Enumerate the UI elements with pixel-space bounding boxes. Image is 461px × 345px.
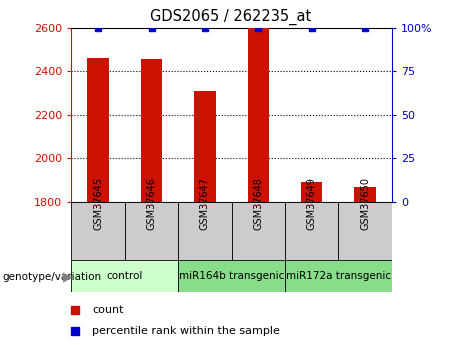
Text: ▶: ▶ <box>64 270 73 283</box>
Text: GSM37649: GSM37649 <box>307 177 317 230</box>
Bar <box>248 28 269 202</box>
Bar <box>88 58 109 202</box>
Text: miR164b transgenic: miR164b transgenic <box>179 271 284 281</box>
Bar <box>71 202 125 260</box>
Bar <box>71 260 178 292</box>
Bar <box>285 260 392 292</box>
Text: count: count <box>92 305 124 315</box>
Bar <box>301 182 322 202</box>
Bar <box>141 59 162 202</box>
Text: GDS2065 / 262235_at: GDS2065 / 262235_at <box>150 9 311 25</box>
Text: miR172a transgenic: miR172a transgenic <box>286 271 391 281</box>
Bar <box>125 202 178 260</box>
Bar <box>231 202 285 260</box>
Bar <box>285 202 338 260</box>
Text: genotype/variation: genotype/variation <box>2 272 101 282</box>
Text: percentile rank within the sample: percentile rank within the sample <box>92 326 280 336</box>
Bar <box>355 187 376 202</box>
Text: GSM37648: GSM37648 <box>254 177 263 230</box>
Text: GSM37650: GSM37650 <box>360 177 370 230</box>
Text: GSM37647: GSM37647 <box>200 177 210 230</box>
Bar <box>338 202 392 260</box>
Bar <box>178 202 231 260</box>
Bar <box>178 260 285 292</box>
Text: GSM37646: GSM37646 <box>147 177 157 230</box>
Text: GSM37645: GSM37645 <box>93 177 103 230</box>
Bar <box>194 91 216 202</box>
Text: control: control <box>106 271 143 281</box>
